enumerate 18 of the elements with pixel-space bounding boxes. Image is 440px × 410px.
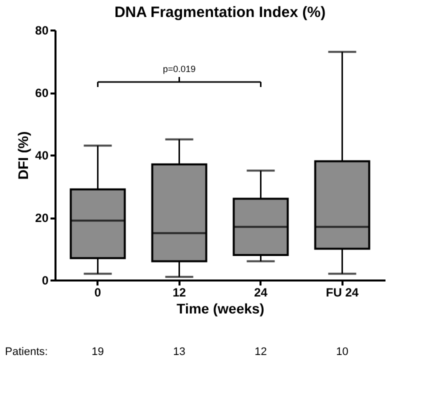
y-tick-label: 60	[35, 86, 49, 100]
text: 13	[173, 346, 186, 358]
x-tick-label: 24	[254, 286, 268, 300]
text: 19	[92, 346, 104, 358]
text: Patients:	[5, 346, 48, 358]
x-tick-label: 0	[94, 286, 102, 300]
y-tick-label: 0	[42, 274, 49, 288]
text: 10	[336, 346, 348, 358]
x-tick-label: 12	[172, 286, 186, 300]
y-tick-label: 40	[35, 148, 49, 162]
text: 12	[254, 346, 267, 358]
x-tick-label: FU 24	[326, 286, 359, 300]
chart-title: DNA Fragmentation Index (%)	[114, 4, 326, 21]
y-axis-title: DFI (%)	[15, 131, 32, 180]
y-tick-label: 80	[35, 24, 49, 38]
y-tick-label: 20	[35, 211, 49, 225]
annotation: p=0.019	[162, 64, 196, 74]
x-axis-title: Time (weeks)	[176, 300, 264, 316]
